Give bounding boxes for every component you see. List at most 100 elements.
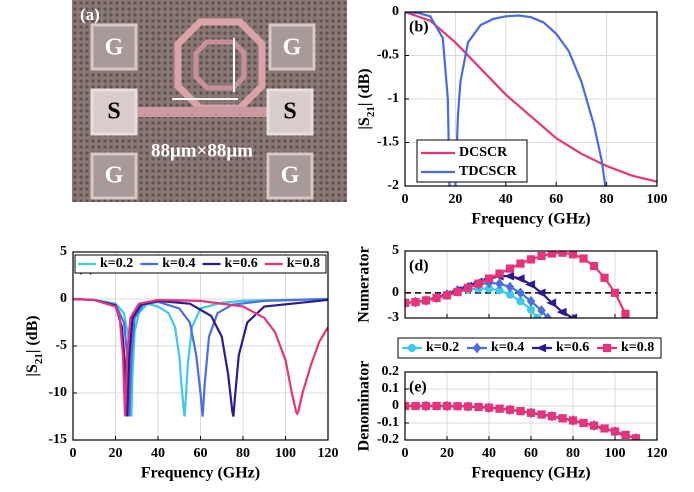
legend-label: k=0.4 xyxy=(491,340,524,355)
legend-label: k=0.8 xyxy=(621,340,654,355)
y-tick-label: -0.2 xyxy=(377,432,399,447)
pad xyxy=(266,88,314,136)
x-tick-label: 80 xyxy=(566,446,580,461)
marker xyxy=(610,288,620,297)
x-tick-label: 20 xyxy=(448,192,462,207)
marker xyxy=(589,421,599,430)
x-tick-label: 20 xyxy=(440,446,454,461)
pad xyxy=(90,88,138,136)
x-tick-label: 100 xyxy=(275,446,296,461)
marker xyxy=(621,430,630,439)
x-tick-label: 120 xyxy=(647,446,668,461)
y-tick-label: 0 xyxy=(392,398,399,413)
marker xyxy=(525,280,536,289)
y-tick-label: -15 xyxy=(48,432,67,447)
x-tick-label: 0 xyxy=(402,192,409,207)
y-tick-label: -2 xyxy=(387,178,399,193)
marker xyxy=(621,309,630,318)
marker xyxy=(442,291,452,300)
marker xyxy=(558,414,567,423)
marker xyxy=(516,259,525,268)
legend-box xyxy=(74,254,327,274)
marker xyxy=(495,278,504,290)
marker xyxy=(535,288,546,298)
marker xyxy=(536,343,547,353)
marker xyxy=(505,405,515,414)
marker xyxy=(484,403,494,412)
y-axis-label-part: 21 xyxy=(365,106,377,117)
legend-label: k=0.2 xyxy=(100,256,133,271)
marker xyxy=(558,251,567,257)
marker xyxy=(526,255,536,264)
marker xyxy=(411,297,420,307)
marker xyxy=(568,416,578,425)
marker xyxy=(405,401,410,411)
y-axis-label-part: | (dB) xyxy=(24,315,41,353)
marker xyxy=(547,251,557,258)
y-axis-label: |S21| (dB) xyxy=(356,68,377,129)
marker xyxy=(526,295,536,307)
marker xyxy=(516,287,525,299)
y-tick-label: -1.5 xyxy=(377,135,399,150)
pad xyxy=(90,152,138,200)
marker xyxy=(514,274,525,284)
marker xyxy=(407,343,417,353)
axes-frame xyxy=(404,371,658,441)
y-tick-label: 0.1 xyxy=(382,381,400,396)
x-tick-label: 0 xyxy=(70,446,77,461)
signal-line xyxy=(135,107,295,117)
pad-label: G xyxy=(281,163,300,189)
dimension-label: 88μm×88μm xyxy=(151,140,253,161)
y-axis-label-part: 21 xyxy=(33,353,45,364)
y-tick-label: -0.1 xyxy=(377,415,399,430)
marker xyxy=(537,410,546,419)
marker xyxy=(472,342,482,354)
y-tick-label: 0 xyxy=(60,291,67,306)
pad-label: G xyxy=(283,35,302,61)
pad xyxy=(266,152,314,200)
y-tick-label: -1 xyxy=(387,91,399,106)
x-axis-label: Frequency (GHz) xyxy=(471,211,590,228)
pad-label: G xyxy=(105,35,124,61)
marker xyxy=(543,312,553,318)
marker xyxy=(463,283,473,292)
marker xyxy=(421,401,431,411)
y-axis-label: Denominator xyxy=(356,361,373,452)
axes-frame xyxy=(72,251,329,441)
marker xyxy=(411,401,420,411)
y-tick-label: -5 xyxy=(55,338,67,353)
y-axis-label: |S21| (dB) xyxy=(24,315,45,376)
pad-label: S xyxy=(283,99,296,125)
y-axis-label: Numerator xyxy=(356,246,373,322)
y-tick-label: 0 xyxy=(392,285,399,300)
plot-area xyxy=(73,297,328,417)
legend-label: k=0.4 xyxy=(162,256,195,271)
marker xyxy=(602,343,612,353)
marker xyxy=(505,281,515,293)
marker xyxy=(442,401,452,411)
y-tick-label: -3 xyxy=(387,310,399,325)
pad-label: S xyxy=(107,99,120,125)
marker xyxy=(547,412,557,421)
series-line xyxy=(73,297,328,417)
legend-label: TDCSCR xyxy=(459,164,517,179)
pad xyxy=(268,23,316,71)
axes-frame xyxy=(404,250,658,319)
pad-label: G xyxy=(105,163,124,189)
y-tick-label: -0.5 xyxy=(377,48,399,63)
plot-area xyxy=(405,12,657,186)
marker xyxy=(631,434,641,440)
x-tick-label: 80 xyxy=(600,192,614,207)
x-tick-label: 120 xyxy=(318,446,339,461)
x-tick-label: 40 xyxy=(482,446,496,461)
marker xyxy=(495,269,504,278)
marker xyxy=(453,402,462,411)
photo-panel: (a) G G S S G G 88μm×88μm xyxy=(72,0,347,202)
x-tick-label: 0 xyxy=(402,446,409,461)
marker xyxy=(421,296,431,305)
series-line xyxy=(405,12,657,183)
marker xyxy=(405,298,410,308)
marker xyxy=(453,287,462,297)
marker xyxy=(526,408,536,417)
marker xyxy=(526,305,536,314)
